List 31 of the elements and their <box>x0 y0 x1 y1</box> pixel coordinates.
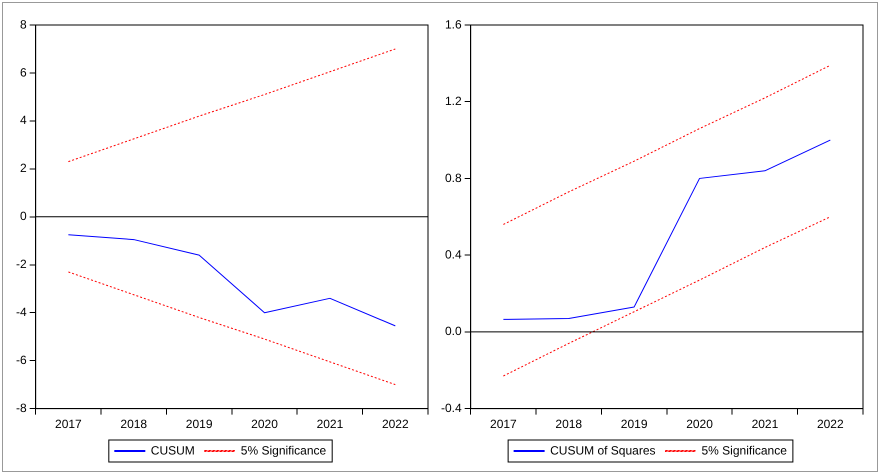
y-tick-label: 0 <box>20 209 27 224</box>
y-tick-label: -4 <box>16 305 27 320</box>
x-tick-label: 2022 <box>816 417 844 432</box>
x-tick-label: 2019 <box>186 417 213 432</box>
y-tick-label: 0.4 <box>444 247 462 262</box>
x-tick-label: 2021 <box>316 417 344 432</box>
y-tick-label: -0.4 <box>440 400 462 415</box>
x-tick-label: 2020 <box>686 417 714 432</box>
x-tick-label: 2020 <box>251 417 278 432</box>
x-tick-label: 2018 <box>555 417 582 432</box>
x-tick-label: 2018 <box>120 417 148 432</box>
y-tick-label: 4 <box>20 113 27 128</box>
legend-label: 5% Significance <box>240 443 327 458</box>
y-tick-label: -2 <box>16 257 27 272</box>
legend-label: CUSUM of Squares <box>550 443 656 458</box>
y-tick-label: 1.6 <box>444 17 462 32</box>
x-tick-label: 2021 <box>752 417 779 432</box>
y-tick-label: 6 <box>20 65 27 80</box>
x-tick-label: 2022 <box>382 417 409 432</box>
x-tick-label: 2017 <box>490 417 518 432</box>
y-tick-label: 0.0 <box>444 324 462 338</box>
y-tick-label: 2 <box>20 161 27 176</box>
x-tick-label: 2019 <box>620 417 648 432</box>
y-tick-label: 8 <box>20 17 27 32</box>
y-tick-label: 1.2 <box>444 94 462 108</box>
y-tick-label: -8 <box>16 400 27 415</box>
y-tick-label: -6 <box>16 352 27 367</box>
legend-label: 5% Significance <box>701 443 788 458</box>
y-tick-label: 0.8 <box>444 170 462 185</box>
legend-label: CUSUM <box>150 443 195 458</box>
x-tick-label: 2017 <box>55 417 82 432</box>
